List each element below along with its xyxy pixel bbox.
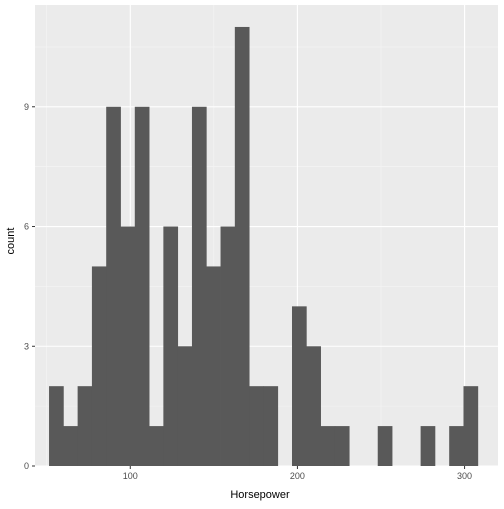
histogram-bar [420,426,436,466]
x-tick-label: 300 [457,471,472,481]
histogram-bar [163,226,179,466]
histogram-bar [234,26,250,466]
y-tick-label: 3 [24,341,29,351]
y-axis-title: count [5,228,17,255]
y-tick-label: 9 [24,102,29,112]
x-axis-title: Horsepower [230,489,290,501]
histogram-bar [177,346,193,466]
histogram-bar [134,106,150,466]
histogram-bar [191,106,207,466]
histogram-bar [263,386,279,466]
histogram-bar [120,226,136,466]
y-tick-label: 6 [24,222,29,232]
histogram-bar [449,426,464,466]
histogram-bar [320,426,336,466]
histogram-bar [77,386,93,466]
histogram-bar [334,426,350,466]
histogram-bar [220,226,236,466]
histogram-bar [291,306,307,466]
y-axis-ticks: 0 3 6 9 [24,102,35,471]
histogram-bar [106,106,121,466]
x-axis-ticks: 100 200 300 [123,466,472,481]
histogram-bar [249,386,264,466]
histogram-bar [91,266,107,466]
histogram-bar [63,426,79,466]
histogram-bars [49,26,479,466]
y-tick-label: 0 [24,461,29,471]
histogram-bar [377,426,393,466]
histogram-bar [306,346,321,466]
histogram-bar [49,386,64,466]
histogram-bar [206,266,221,466]
x-tick-label: 100 [123,471,138,481]
histogram-bar [463,386,479,466]
histogram-bar [149,426,164,466]
x-tick-label: 200 [290,471,305,481]
